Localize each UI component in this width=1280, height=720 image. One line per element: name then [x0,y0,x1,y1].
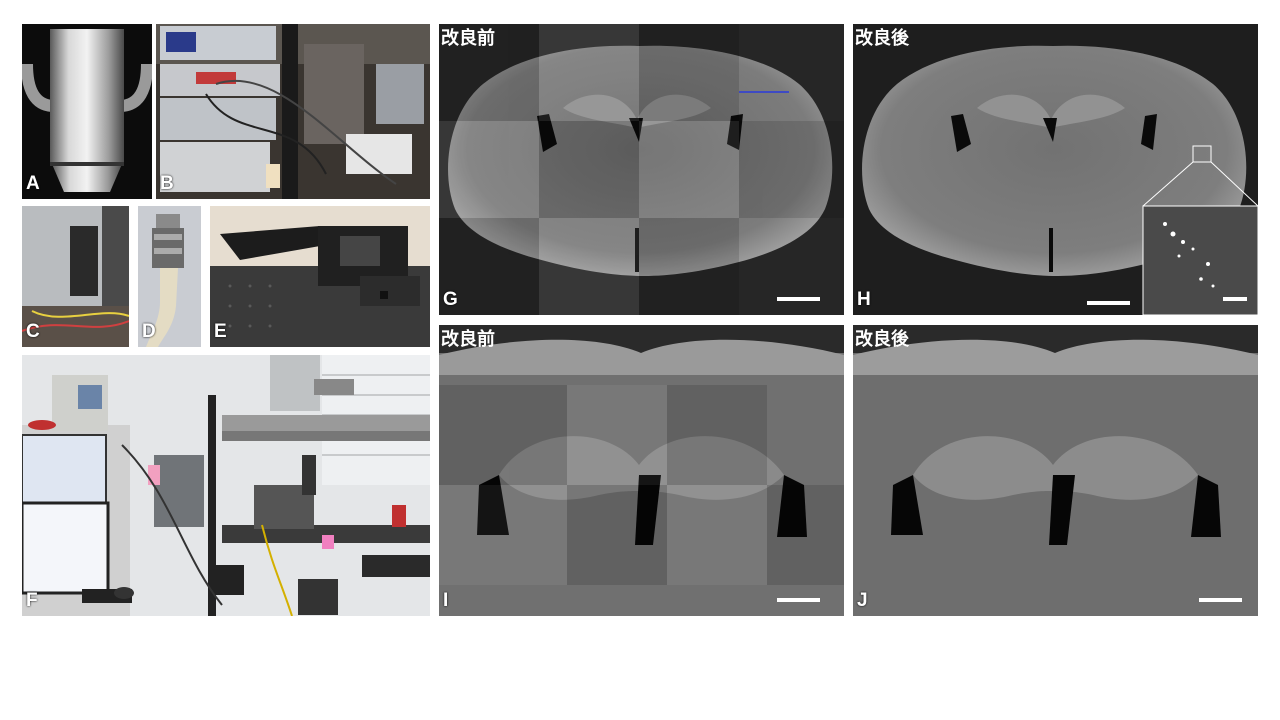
photo-panel-a: A [22,24,152,199]
fiber-connector-photo [138,206,201,347]
panel-label-d: D [142,321,156,342]
brain-panel-j: 改良後 J [853,325,1258,616]
control-electronics-photo [156,24,430,199]
panel-label-g: G [443,289,458,310]
camera-unit-photo [22,206,129,347]
objective-lens-photo [22,24,152,199]
brain-section-image [853,24,1258,315]
photo-panel-f: F [22,355,430,616]
brain-section-image [439,24,844,315]
panel-label-c: C [26,321,40,342]
panel-label-h: H [857,289,871,310]
panel-label-b: B [160,173,174,194]
photo-panel-e: E [210,206,430,347]
panel-label-j: J [857,590,868,611]
brain-section-image [439,325,844,616]
panel-label-i: I [443,590,449,611]
zoom-region-box [1192,145,1212,163]
condition-label-after: 改良後 [855,28,909,49]
panel-label-f: F [26,590,38,611]
panel-label-e: E [214,321,227,342]
scale-bar [777,598,820,602]
motorized-stage-photo [210,206,430,347]
photo-panel-b: B [156,24,430,199]
condition-label-before: 改良前 [441,28,495,49]
condition-label-after: 改良後 [855,329,909,350]
brain-panel-i: 改良前 I [439,325,844,616]
scale-bar [1199,598,1242,602]
scale-bar [1087,301,1130,305]
zoom-inset [1142,205,1258,315]
brain-panel-g: 改良前 G [439,24,844,315]
condition-label-before: 改良前 [441,329,495,350]
scale-bar [777,297,820,301]
inset-scale-bar [1223,297,1247,301]
panel-label-a: A [26,173,40,194]
photo-panel-c: C [22,206,129,347]
brain-panel-h: 改良後 H [853,24,1258,315]
brain-section-image [853,325,1258,616]
microscope-workstation-photo [22,355,430,616]
photo-panel-d: D [138,206,201,347]
